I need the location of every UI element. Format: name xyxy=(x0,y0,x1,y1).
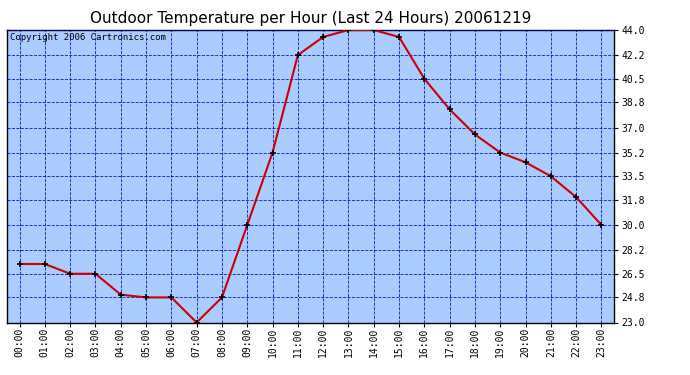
Text: Copyright 2006 Cartronics.com: Copyright 2006 Cartronics.com xyxy=(10,33,166,42)
Text: Outdoor Temperature per Hour (Last 24 Hours) 20061219: Outdoor Temperature per Hour (Last 24 Ho… xyxy=(90,11,531,26)
